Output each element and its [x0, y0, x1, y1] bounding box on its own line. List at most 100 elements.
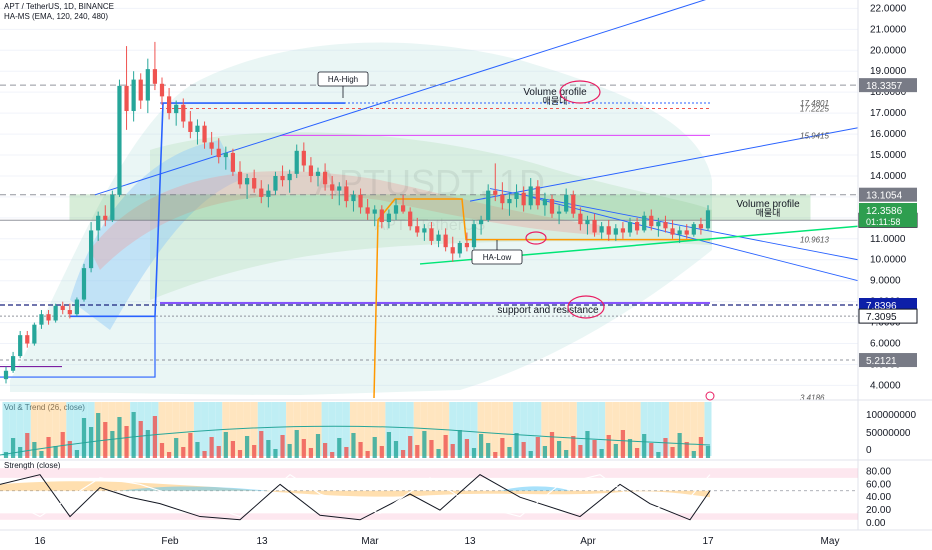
- volume-bar: [25, 433, 30, 458]
- volume-bar: [287, 444, 292, 458]
- candle-body: [507, 199, 512, 204]
- volume-bar: [280, 435, 285, 458]
- volume-tick-label: 0: [866, 445, 872, 456]
- candle-body: [322, 171, 328, 185]
- volume-bar: [500, 438, 505, 458]
- volume-bar: [301, 439, 306, 458]
- volume-bg-bar: [293, 402, 301, 456]
- volume-bar: [244, 436, 250, 458]
- candle-body: [457, 242, 462, 254]
- candle-body: [188, 121, 193, 132]
- ha-orange-step: [373, 198, 710, 399]
- candle-body: [209, 142, 214, 149]
- level-text-label: 17.2225: [800, 104, 829, 113]
- strength-lower-band: [0, 513, 858, 520]
- volume-bar: [408, 436, 413, 458]
- volume-bar: [656, 452, 661, 458]
- candle-body: [578, 213, 583, 225]
- time-tick-label: May: [821, 536, 840, 547]
- volume-bar: [698, 437, 704, 458]
- level-tag: [859, 78, 917, 93]
- time-tick-label: 13: [256, 536, 268, 547]
- volume-bg-bar: [321, 402, 329, 456]
- volume-bg-bar: [45, 402, 53, 456]
- volume-bar: [237, 450, 243, 458]
- price-tick-label: 6.0000: [870, 339, 901, 350]
- volume-bg-bar: [605, 402, 613, 456]
- volume-bar: [471, 448, 477, 458]
- candle-body: [237, 171, 243, 185]
- volume-bg-bar: [555, 402, 563, 456]
- ha-blue-step: [70, 102, 345, 318]
- price-tick-label: 9.0000: [870, 276, 901, 287]
- candle-body: [280, 175, 285, 181]
- volume-bg-bar: [378, 402, 386, 456]
- volume-bar: [443, 435, 448, 458]
- volume-bg-bar: [37, 402, 45, 456]
- volume-bar: [315, 434, 321, 458]
- candle-body: [223, 152, 228, 158]
- volume-bg-bar: [420, 402, 428, 456]
- strength-tick-label: 60.00: [866, 479, 891, 490]
- volume-bg-bar: [59, 402, 67, 456]
- volume-bg-bar: [186, 402, 194, 456]
- price-tick-label: 17.0000: [870, 108, 907, 119]
- volume-bar: [53, 446, 58, 458]
- strength-tick-label: 0.00: [866, 518, 886, 529]
- candle-body: [273, 175, 278, 191]
- candle-body: [372, 209, 377, 214]
- volume-bar: [10, 438, 16, 458]
- upper-trend-line: [94, 0, 707, 196]
- volume-bg-bar: [2, 402, 10, 456]
- candle-body: [166, 96, 172, 114]
- volume-bar: [571, 436, 576, 458]
- volume-bar: [642, 434, 647, 458]
- volume-profile-right-label-kr: 매물대: [756, 208, 781, 218]
- volume-bar: [273, 449, 278, 458]
- volume-bg-bar: [576, 402, 584, 456]
- volume-bg-bar: [357, 402, 365, 456]
- candle-body: [691, 224, 696, 235]
- volume-bar: [649, 443, 654, 458]
- volume-bg-bar: [243, 402, 251, 456]
- volume-bar: [677, 433, 682, 458]
- volume-bar: [670, 447, 675, 458]
- volume-bar: [634, 448, 640, 458]
- down-trend-line-2: [529, 196, 859, 282]
- price-tick-label: 22.0000: [870, 3, 907, 14]
- volume-bg-bar: [335, 402, 343, 456]
- candle-body: [606, 226, 611, 235]
- volume-bar: [620, 430, 626, 458]
- volume-bar: [613, 444, 618, 458]
- candle-body: [436, 234, 441, 241]
- volume-bar: [705, 446, 711, 458]
- volume-bar: [521, 442, 526, 458]
- candle-body: [10, 356, 16, 371]
- volume-bg-bar: [144, 402, 152, 456]
- candle-body: [613, 228, 618, 235]
- candle-body: [535, 186, 540, 206]
- level-text-label: 15.9415: [800, 131, 829, 140]
- volume-tick-label: 100000000: [866, 410, 916, 421]
- price-tick-label: 4.0000: [870, 380, 901, 391]
- volume-bar: [209, 437, 214, 458]
- volume-bg-bar: [598, 402, 606, 456]
- volume-bar: [436, 449, 441, 458]
- candle-body: [266, 190, 271, 197]
- level-text-label: 10.9613: [800, 236, 829, 245]
- volume-bg-bar: [300, 402, 308, 456]
- indicator-title: HA-MS (EMA, 120, 240, 480): [4, 12, 109, 21]
- volume-bg-bar: [449, 402, 457, 456]
- candle-body: [131, 79, 136, 112]
- volume-bg-bar: [30, 402, 38, 456]
- volume-bar: [564, 450, 569, 458]
- time-tick-label: Feb: [161, 536, 179, 547]
- red-ribbon: [90, 171, 600, 270]
- volume-bg-bar: [442, 402, 450, 456]
- volume-bar: [39, 451, 44, 458]
- candle-body: [478, 219, 484, 225]
- volume-profile-label: Volume profile: [523, 87, 587, 98]
- volume-tick-label: 50000000: [866, 428, 911, 439]
- event-marker: [705, 391, 715, 401]
